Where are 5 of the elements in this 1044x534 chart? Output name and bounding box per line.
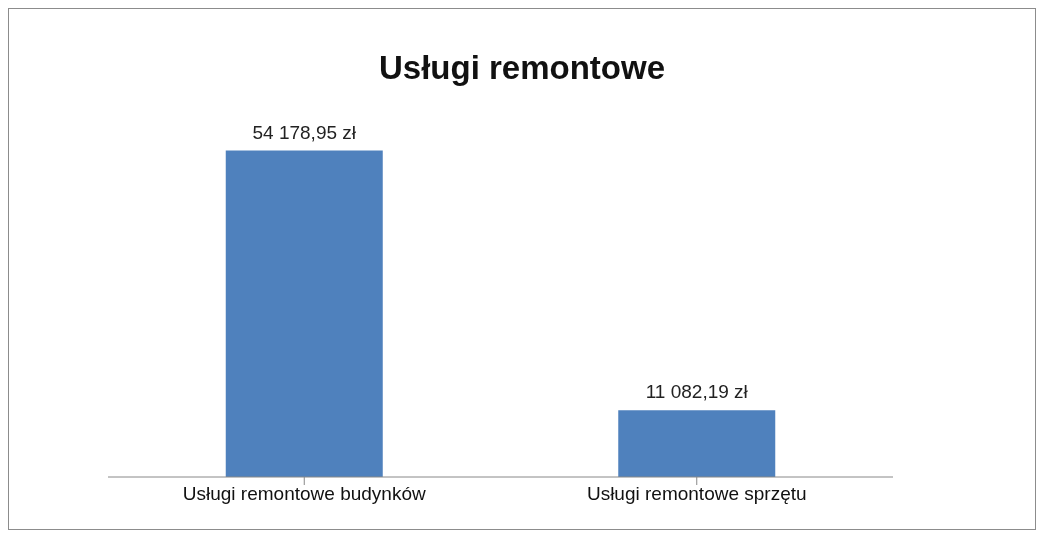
data-label: 11 082,19 zł bbox=[645, 381, 749, 403]
chart-title: Usługi remontowe bbox=[378, 49, 666, 87]
data-label: 54 178,95 zł bbox=[252, 121, 357, 143]
x-tick-label: Usługi remontowe sprzętu bbox=[586, 483, 807, 505]
x-tick-label: Usługi remontowe budynków bbox=[182, 483, 426, 505]
